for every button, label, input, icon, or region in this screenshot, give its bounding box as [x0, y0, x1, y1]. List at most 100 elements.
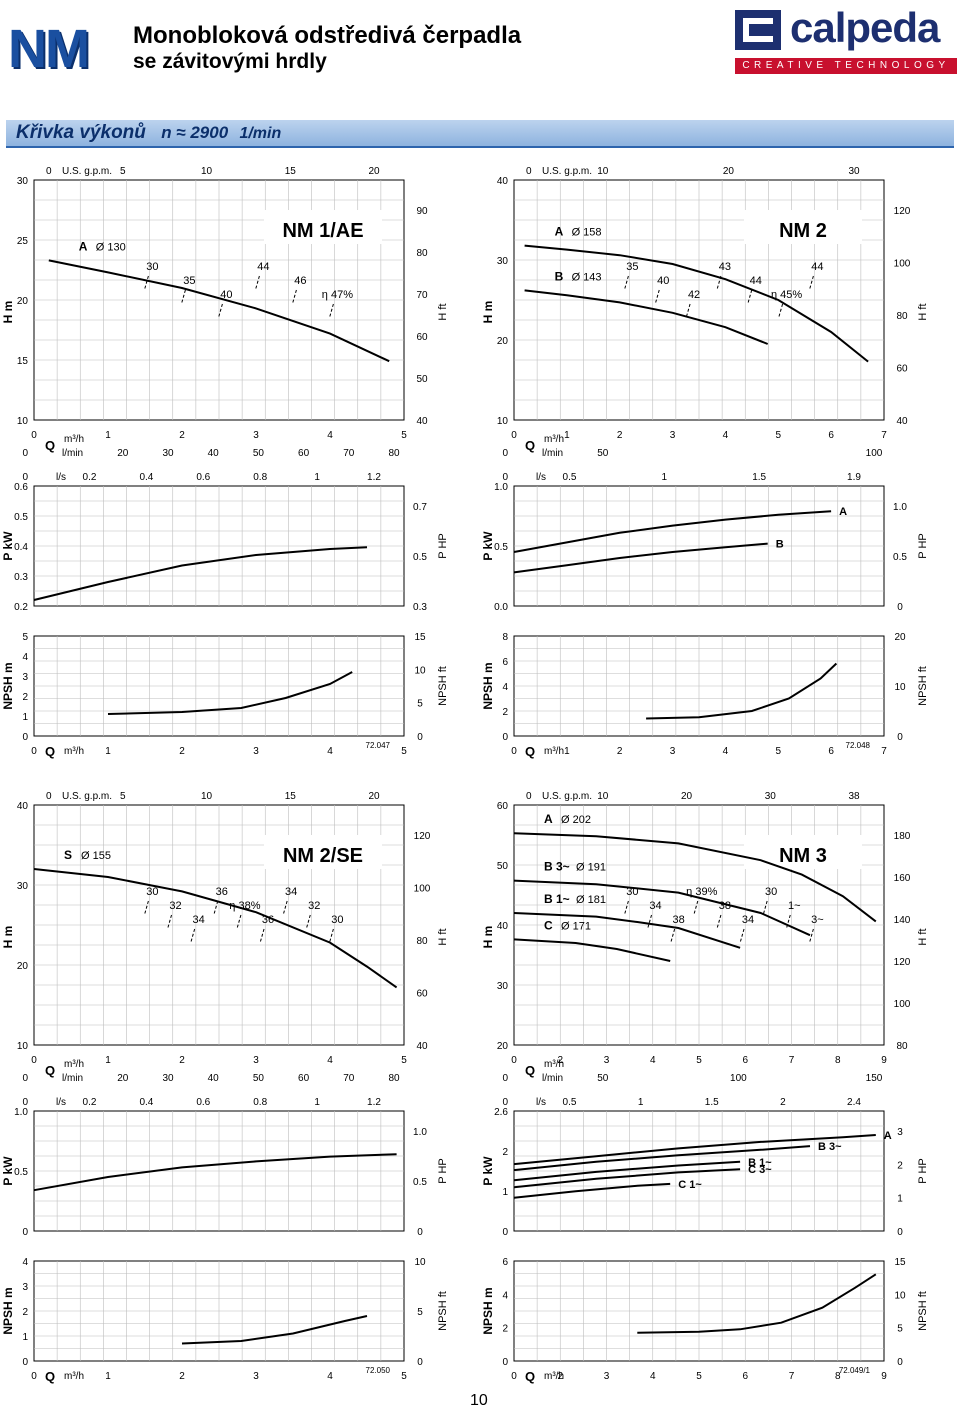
q-m3h-tick: 5: [401, 1055, 407, 1066]
npsh-left-tick: 2: [502, 1324, 508, 1335]
power-right-tick: 0.5: [413, 1177, 427, 1188]
power-curve-5: [513, 1182, 671, 1199]
efficiency-label: 46: [294, 275, 306, 287]
q-m3h-tick: 1: [564, 430, 570, 441]
power-curve-label: B 1~: [748, 1157, 772, 1169]
efficiency-label: 30: [146, 261, 158, 273]
head-right-tick: 80: [896, 1041, 908, 1052]
power-right-label: P HP: [437, 1158, 449, 1183]
head-left-tick: 10: [17, 1041, 29, 1052]
q-lmin-tick: 40: [208, 448, 220, 459]
npsh-m3h-tick: 5: [401, 1371, 407, 1382]
efficiency-label: 30: [626, 886, 638, 898]
npsh-m3h-tick: 3: [253, 746, 259, 757]
efficiency-label: 44: [811, 261, 823, 273]
power-right-tick: 3: [897, 1127, 903, 1138]
page-subtitle: se závitovými hrdly: [133, 50, 327, 73]
head-left-tick: 20: [497, 1041, 509, 1052]
power-left-label: P kW: [481, 1156, 495, 1186]
npsh-m3h-tick: 4: [327, 746, 333, 757]
npsh-m3h-label: m³/h: [544, 746, 564, 757]
npsh-curve-1: [637, 1273, 877, 1334]
head-right-tick: 40: [896, 416, 908, 427]
npsh-left-label: NPSH m: [481, 1287, 495, 1334]
chart-title-bg: [744, 210, 862, 244]
efficiency-mark: [685, 303, 691, 319]
power-left-tick: 0.5: [14, 1167, 28, 1178]
efficiency-mark: [305, 914, 311, 930]
head-curve-diameter: Ø 143: [572, 271, 602, 283]
head-left-label: H m: [481, 301, 495, 324]
head-right-tick: 60: [416, 989, 428, 1000]
head-right-tick: 40: [416, 416, 428, 427]
q-m3h-tick: 4: [723, 430, 729, 441]
npsh-left-tick: 3: [22, 672, 28, 683]
power-curve-2: [513, 1145, 811, 1172]
power-left-tick: 2.6: [494, 1107, 508, 1118]
head-right-tick: 100: [894, 999, 911, 1010]
head-right-tick: 90: [416, 206, 428, 217]
chart-nm2: 0 U.S. g.p.m. 10 20 30 40 30 20 10 120 100 80 60 40 H …: [480, 158, 960, 768]
q-ls-tick: 0: [502, 1097, 508, 1108]
power-right-tick: 1.0: [893, 502, 907, 513]
efficiency-mark: [716, 275, 722, 291]
q-m3h-tick: 2: [179, 430, 185, 441]
q-lmin-tick: 0: [502, 1073, 508, 1084]
efficiency-mark: [808, 275, 814, 291]
npsh-m3h-tick: 2: [179, 1371, 185, 1382]
power-right-tick: 0: [417, 1227, 423, 1238]
q-lmin-tick: 50: [597, 1073, 609, 1084]
npsh-left-tick: 0: [502, 732, 508, 743]
calpeda-mark-icon: [735, 10, 781, 50]
head-right-tick: 80: [416, 936, 428, 947]
chart-nm3: 0 U.S. g.p.m. 10 20 30 38 60 50 40 30 20 180 160 140 1…: [480, 783, 960, 1393]
efficiency-mark: [236, 914, 242, 930]
power-right-tick: 2: [897, 1160, 903, 1171]
npsh-right-label: NPSH ft: [917, 666, 929, 706]
q-label: Q: [45, 1063, 55, 1078]
efficiency-mark: [217, 303, 223, 319]
chart-nm1ae: 0 U.S. g.p.m. 5 10 15 20 30 25 20 15 10 90 80 70 60 50 4…: [0, 158, 480, 768]
q-label: Q: [45, 438, 55, 453]
npsh-m3h-tick: 8: [835, 1371, 841, 1382]
head-curve-1: [513, 832, 877, 923]
efficiency-mark: [762, 900, 768, 916]
npsh-curve-1: [646, 662, 838, 720]
q-ls-tick: 0.6: [196, 1097, 210, 1108]
efficiency-label: η 45%: [771, 289, 802, 301]
head-right-tick: 120: [894, 206, 911, 217]
power-curve-label: A: [839, 506, 847, 518]
npsh-left-label: NPSH m: [1, 1287, 15, 1334]
usgpm-tick: 20: [368, 791, 380, 802]
npsh-m3h-tick: 3: [670, 746, 676, 757]
npsh-left-tick: 4: [22, 1257, 28, 1268]
power-curve-2: [513, 542, 768, 574]
q-ls-tick: 0: [502, 472, 508, 483]
npsh-left-tick: 4: [502, 1290, 508, 1301]
efficiency-mark: [670, 928, 676, 944]
usgpm-tick: 0: [46, 166, 52, 177]
nm-logo: NM: [8, 19, 90, 79]
head-left-label: H m: [1, 926, 15, 949]
efficiency-mark: [213, 900, 219, 916]
q-m3h-tick: 3: [670, 430, 676, 441]
npsh-left-tick: 3: [22, 1282, 28, 1293]
q-lmin-tick: 0: [22, 448, 28, 459]
npsh-m3h-tick: 1: [564, 746, 570, 757]
q-lmin-label: l/min: [62, 1073, 83, 1084]
head-left-tick: 30: [17, 176, 29, 187]
q-ls-tick: 2: [780, 1097, 786, 1108]
head-right-label: H ft: [917, 928, 929, 945]
q-ls-tick: 1: [662, 472, 668, 483]
head-right-tick: 140: [894, 915, 911, 926]
efficiency-label: 44: [750, 275, 762, 287]
figure-code: 72.049/1: [839, 1366, 871, 1375]
power-left-tick: 0.0: [494, 602, 508, 613]
power-curve-label: C 1~: [678, 1179, 702, 1191]
head-left-tick: 15: [17, 356, 29, 367]
section-title-speed: n ≈ 2900: [161, 123, 229, 142]
npsh-q-label: Q: [45, 744, 55, 759]
head-right-label: H ft: [437, 928, 449, 945]
power-right-tick: 0: [897, 602, 903, 613]
npsh-m3h-tick: 5: [776, 746, 782, 757]
